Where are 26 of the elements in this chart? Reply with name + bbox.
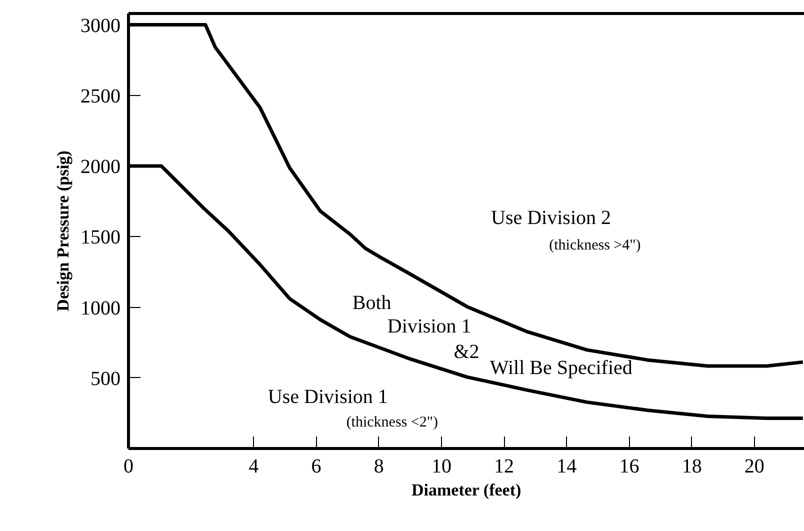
- annotation: Division 1: [387, 316, 472, 338]
- y-tick-label: 3000: [80, 14, 120, 37]
- x-tick-label: 20: [744, 456, 764, 478]
- x-axis-title: Diameter (feet): [412, 480, 522, 500]
- annotation: &2: [454, 340, 480, 363]
- y-tick-label: 1500: [80, 226, 120, 249]
- x-tick-label: 16: [619, 456, 640, 478]
- x-tick-label: 4: [248, 456, 259, 478]
- annotation: Use Division 1: [268, 386, 388, 408]
- x-tick-label: 12: [494, 456, 514, 478]
- annotation: Use Division 2: [491, 206, 611, 229]
- x-tick-label: 6: [311, 456, 322, 478]
- x-tick-label: 10: [431, 456, 452, 478]
- x-tick-label: 0: [124, 456, 134, 478]
- x-tick-label: 18: [682, 456, 702, 478]
- x-tick-label: 14: [556, 456, 577, 478]
- annotation: (thickness >4"): [549, 237, 641, 254]
- y-tick-label: 1000: [80, 297, 120, 320]
- y-axis-title: Design Pressure (psig): [54, 150, 72, 312]
- annotation: Will Be Specified: [490, 357, 632, 380]
- annotation: Both: [352, 292, 392, 314]
- y-tick-label: 2500: [80, 85, 120, 108]
- y-tick-label: 2000: [80, 156, 120, 178]
- x-tick-label: 8: [374, 456, 384, 478]
- annotation: (thickness <2"): [346, 414, 438, 430]
- y-tick-label: 500: [90, 368, 120, 390]
